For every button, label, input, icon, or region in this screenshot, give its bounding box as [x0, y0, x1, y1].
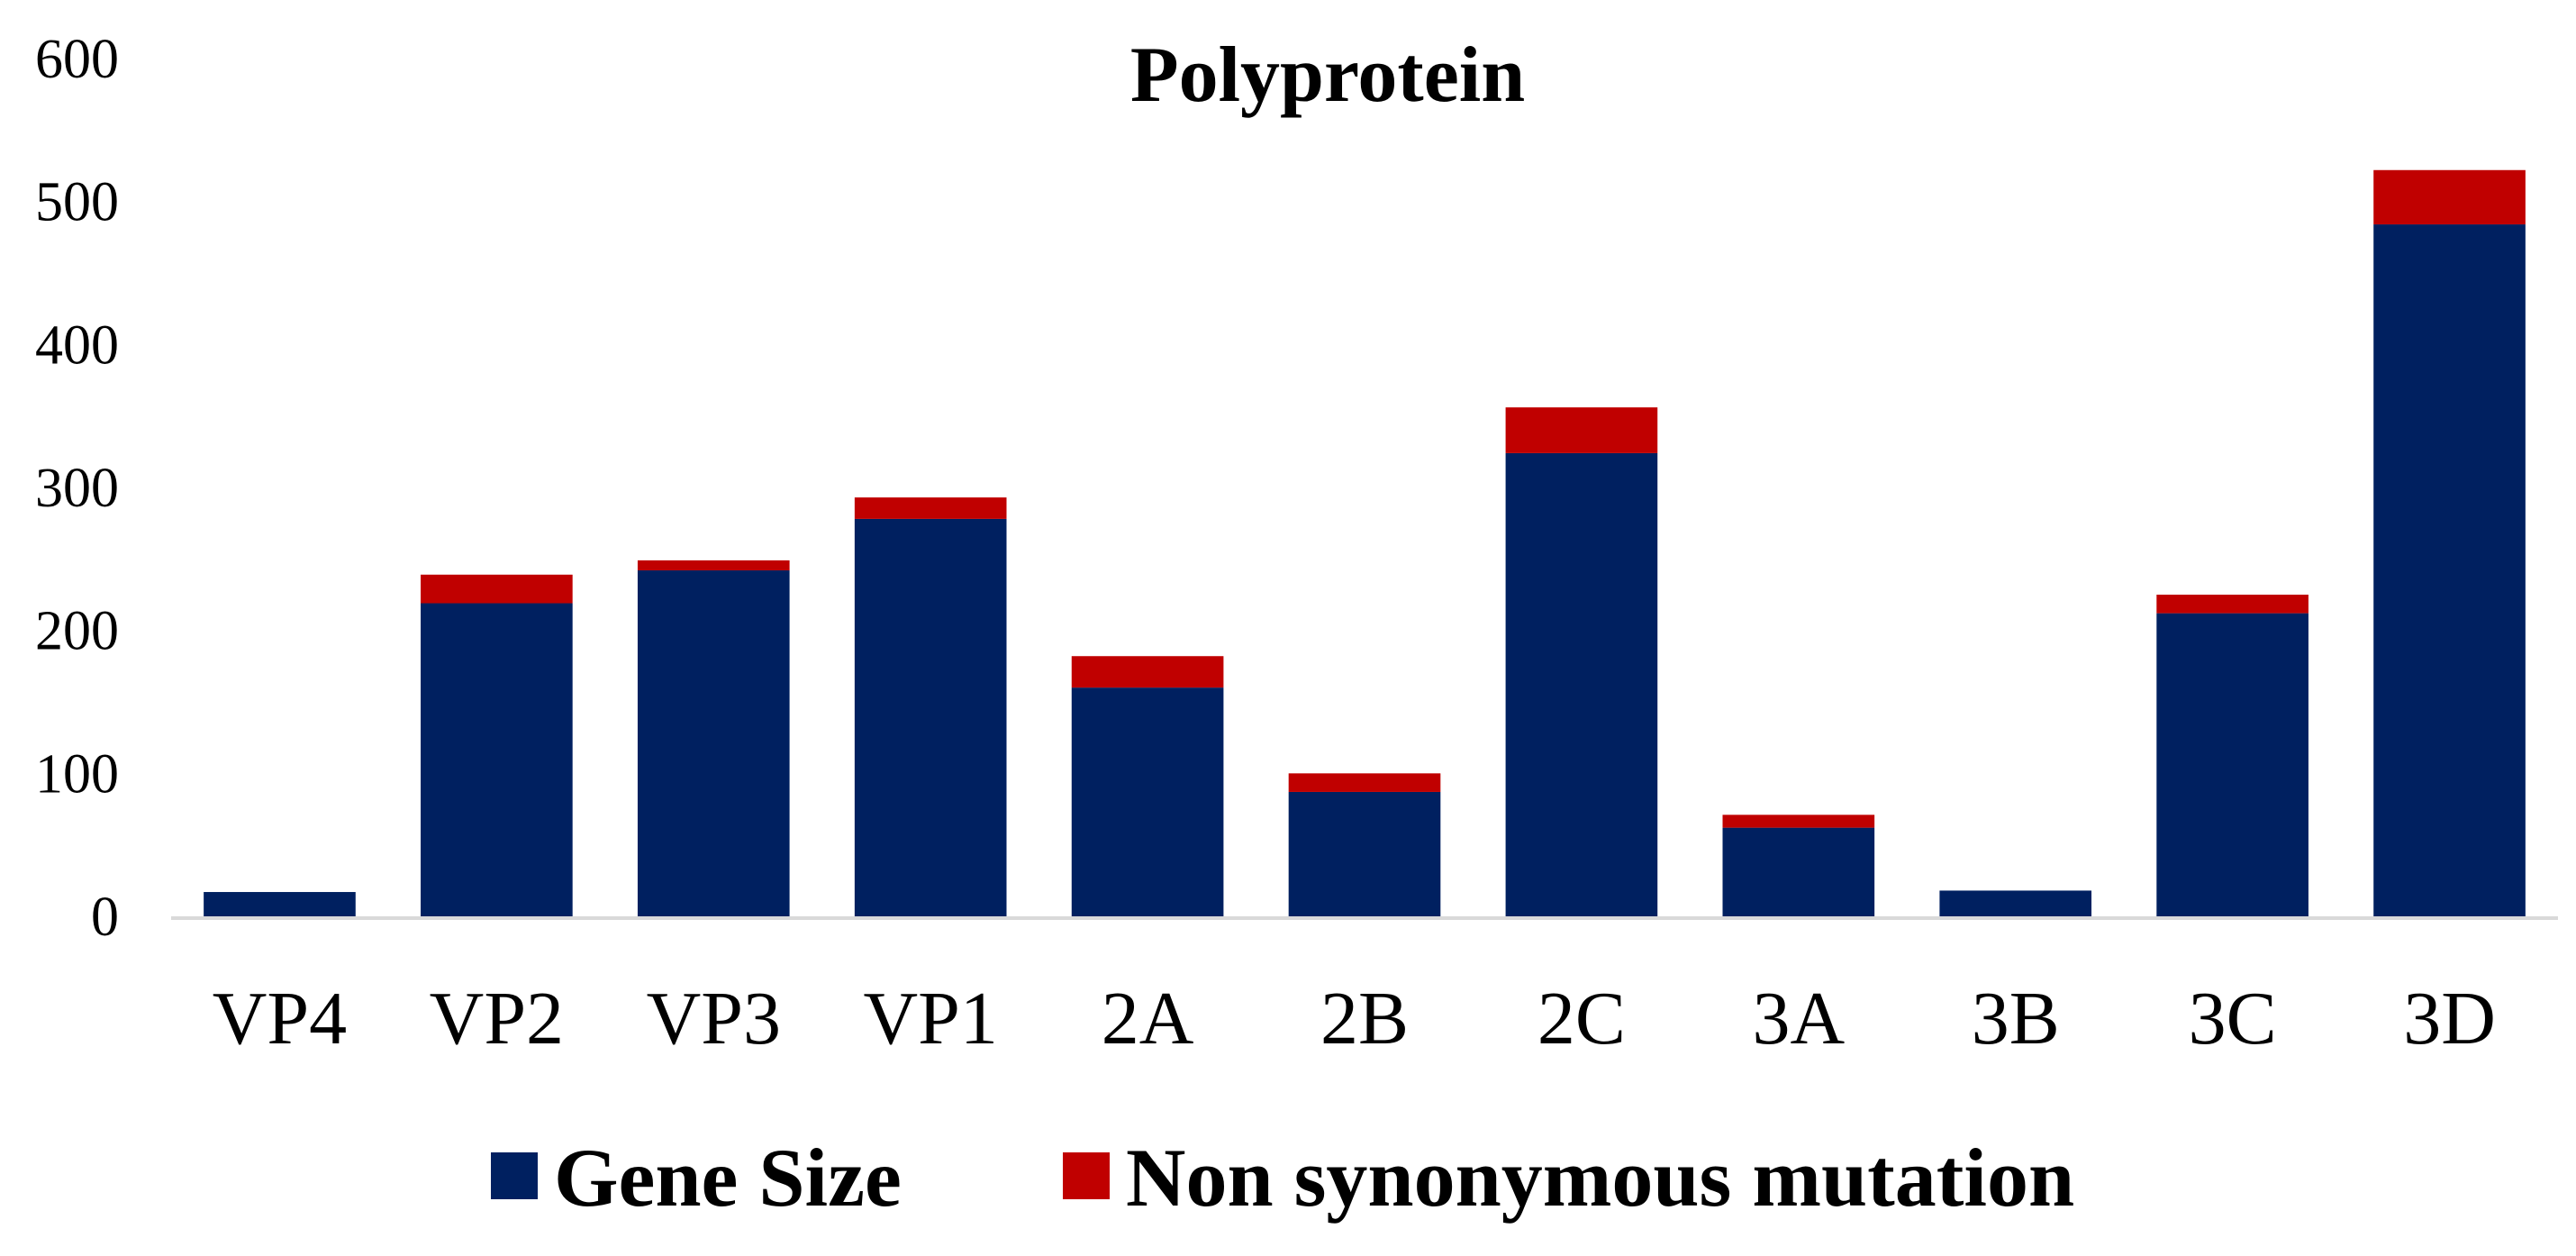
legend-label: Non synonymous mutation — [1126, 1132, 2074, 1224]
bar-gene-size — [1071, 687, 1224, 916]
bar-gene-size — [1505, 452, 1658, 916]
bar-non-synonymous-mutation — [1722, 815, 1875, 828]
bar-non-synonymous-mutation — [637, 560, 790, 571]
bar-non-synonymous-mutation — [1288, 773, 1441, 792]
y-tick-label: 400 — [35, 314, 119, 376]
x-tick-label: 3A — [1752, 977, 1845, 1060]
y-axis-ticks: 0 100 200 300 400 500 600 — [35, 29, 119, 948]
bar-gene-size — [204, 892, 356, 916]
bar-non-synonymous-mutation — [2156, 595, 2308, 614]
x-tick-label: VP4 — [213, 977, 347, 1060]
x-tick-label: VP3 — [647, 977, 781, 1060]
bar-gene-size — [1722, 827, 1875, 916]
x-tick-label: 2C — [1537, 977, 1626, 1060]
y-tick-label: 600 — [35, 29, 119, 90]
bar-non-synonymous-mutation — [1505, 407, 1658, 453]
y-tick-label: 100 — [35, 743, 119, 805]
legend-swatch — [491, 1152, 538, 1199]
bar-gene-size — [1288, 791, 1441, 916]
bar-non-synonymous-mutation — [854, 497, 1007, 519]
x-tick-label: 3C — [2189, 977, 2277, 1060]
legend: Gene Size Non synonymous mutation — [491, 1132, 2074, 1224]
x-tick-label: VP2 — [430, 977, 564, 1060]
legend-swatch — [1063, 1152, 1110, 1199]
x-tick-label: 3B — [1972, 977, 2060, 1060]
bar-non-synonymous-mutation — [2373, 169, 2526, 225]
bar-gene-size — [1939, 890, 2092, 916]
bars — [204, 169, 2526, 916]
x-tick-label: 2B — [1320, 977, 1409, 1060]
bar-gene-size — [2156, 613, 2308, 916]
bar-gene-size — [421, 603, 573, 916]
bar-gene-size — [854, 518, 1007, 916]
y-tick-label: 0 — [91, 887, 119, 948]
y-tick-label: 500 — [35, 172, 119, 233]
y-tick-label: 200 — [35, 601, 119, 662]
x-tick-label: VP1 — [863, 977, 997, 1060]
x-axis-labels: VP4 VP2 VP3 VP1 2A 2B 2C 3A 3B 3C 3D — [213, 977, 2496, 1060]
y-tick-label: 300 — [35, 458, 119, 519]
chart-title: Polyprotein — [1130, 32, 1525, 119]
bar-gene-size — [2373, 224, 2526, 916]
x-tick-label: 2A — [1102, 977, 1194, 1060]
legend-label: Gene Size — [554, 1132, 902, 1224]
bar-gene-size — [637, 570, 790, 916]
x-tick-label: 3D — [2403, 977, 2496, 1060]
bar-non-synonymous-mutation — [1071, 656, 1224, 688]
bar-non-synonymous-mutation — [421, 574, 573, 604]
